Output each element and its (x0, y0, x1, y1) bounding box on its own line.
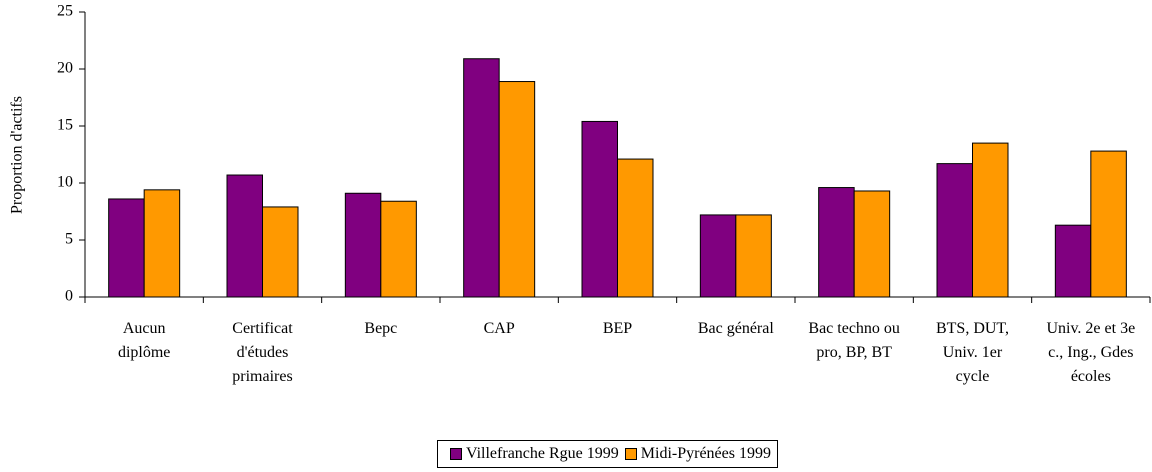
x-tick-label: Bepc (364, 320, 398, 337)
legend: Villefranche Rgue 1999 Midi-Pyrénées 1999 (437, 440, 778, 468)
bar (498, 81, 536, 298)
x-tick-label: Univ. 2e et 3e c., Ing., Gdes écoles (1046, 320, 1136, 385)
bar (463, 58, 500, 298)
bar (380, 200, 417, 298)
legend-swatch (450, 448, 462, 460)
bar (344, 192, 382, 298)
x-tick-label: Certificat d'études primaires (232, 320, 293, 385)
bar (1090, 150, 1127, 298)
x-tick-label: Bac général (697, 320, 774, 337)
y-tick-label: 20 (57, 60, 73, 77)
bar (699, 214, 737, 298)
y-tick-label: 15 (57, 117, 73, 134)
legend-label: Midi-Pyrénées 1999 (640, 445, 771, 462)
bar (936, 163, 973, 298)
x-tick-label: Bac techno ou pro, BP, BT (808, 320, 900, 361)
bar (1054, 224, 1092, 298)
y-axis-label: Proportion d'actifs (9, 96, 26, 214)
x-tick-label: CAP (483, 320, 515, 337)
bar (617, 158, 654, 298)
y-tick-label: 25 (57, 3, 73, 20)
y-tick-label: 10 (57, 174, 73, 191)
bar (853, 190, 891, 298)
bar (108, 198, 145, 298)
bar (226, 174, 263, 298)
legend-swatch (624, 448, 637, 460)
bar (818, 187, 855, 298)
y-tick-label: 5 (65, 231, 73, 248)
bar (262, 206, 299, 298)
legend-label: Villefranche Rgue 1999 (466, 445, 619, 462)
bar (735, 214, 772, 298)
bar (143, 189, 181, 298)
bar (972, 142, 1009, 298)
x-tick-label: Aucun diplôme (117, 320, 171, 361)
bar (581, 120, 618, 298)
y-tick-label: 0 (65, 288, 73, 305)
x-tick-label: BEP (602, 320, 633, 337)
x-tick-label: BTS, DUT, Univ. 1er cycle (935, 320, 1010, 385)
